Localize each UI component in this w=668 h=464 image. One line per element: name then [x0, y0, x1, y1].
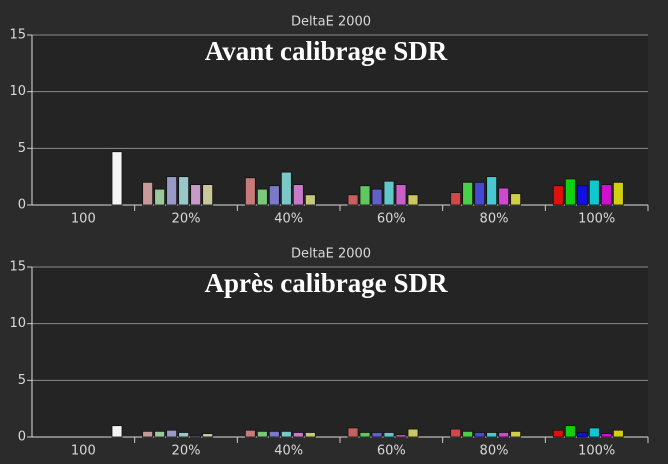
bar — [371, 188, 383, 206]
bar — [498, 432, 510, 438]
bar — [383, 180, 395, 206]
bar — [111, 151, 123, 206]
x-tick-label: 40% — [274, 212, 303, 227]
bar — [510, 193, 522, 206]
bar — [292, 432, 304, 438]
bar — [395, 434, 407, 438]
bar — [202, 433, 214, 438]
y-tick-label: 5 — [18, 141, 26, 156]
bar — [347, 194, 359, 206]
bar — [612, 429, 624, 438]
bar — [462, 430, 474, 438]
x-tick-label: 20% — [172, 212, 201, 227]
bar — [111, 425, 123, 438]
x-tick-label: 100% — [578, 444, 615, 459]
y-tick-label: 0 — [18, 430, 26, 445]
bar — [474, 181, 486, 206]
x-tick-label: 60% — [377, 212, 406, 227]
plot-area — [32, 35, 648, 205]
x-tick-label: 60% — [377, 444, 406, 459]
bar — [462, 181, 474, 206]
bar — [244, 429, 256, 438]
bar — [576, 185, 588, 206]
bar — [498, 187, 510, 206]
bar — [474, 432, 486, 438]
x-tick-label: 100 — [71, 444, 96, 459]
bar — [395, 184, 407, 206]
x-tick-label: 20% — [172, 444, 201, 459]
bar — [280, 430, 292, 438]
x-tick-label: 100% — [578, 212, 615, 227]
bar — [268, 430, 280, 438]
bar — [552, 429, 564, 438]
annotation: Avant calibrage SDR — [205, 36, 448, 66]
bar — [142, 430, 154, 438]
bar — [407, 194, 419, 206]
chart-title: DeltaE 2000 — [291, 247, 371, 262]
bar — [510, 430, 522, 438]
annotation: Après calibrage SDR — [205, 268, 448, 298]
bar — [347, 427, 359, 438]
bar — [383, 432, 395, 438]
bar — [612, 181, 624, 206]
x-tick-label: 100 — [71, 212, 96, 227]
y-tick-label: 5 — [18, 373, 26, 388]
bar — [166, 176, 178, 206]
chart-title: DeltaE 2000 — [291, 15, 371, 30]
bar — [304, 194, 316, 206]
bar — [244, 177, 256, 206]
bar — [178, 176, 190, 206]
bar — [359, 432, 371, 438]
bar — [292, 184, 304, 206]
y-tick-label: 15 — [9, 28, 26, 43]
x-tick-label: 80% — [480, 212, 509, 227]
bar — [486, 432, 498, 438]
bar — [576, 432, 588, 438]
bar — [450, 192, 462, 206]
bar — [166, 429, 178, 438]
bar — [154, 430, 166, 438]
bar — [202, 184, 214, 206]
bar — [190, 184, 202, 206]
bar — [450, 428, 462, 438]
x-tick-label: 80% — [480, 444, 509, 459]
bar — [304, 432, 316, 438]
bar — [190, 435, 202, 438]
bar — [280, 171, 292, 206]
bar — [256, 188, 268, 206]
bar — [486, 176, 498, 206]
bar — [178, 432, 190, 438]
bar — [564, 178, 576, 206]
bar — [552, 185, 564, 206]
plot-area — [32, 267, 648, 437]
bar — [564, 425, 576, 438]
bar — [142, 181, 154, 206]
bar — [407, 428, 419, 438]
bar — [371, 432, 383, 438]
bar — [154, 188, 166, 206]
bar — [256, 430, 268, 438]
y-tick-label: 0 — [18, 198, 26, 213]
y-tick-label: 10 — [9, 84, 26, 99]
bar — [588, 427, 600, 438]
x-tick-label: 40% — [274, 444, 303, 459]
bar — [600, 433, 612, 438]
bar — [359, 185, 371, 206]
y-tick-label: 10 — [9, 316, 26, 331]
y-tick-label: 15 — [9, 260, 26, 275]
bar — [268, 185, 280, 206]
bar — [600, 184, 612, 206]
bar — [588, 179, 600, 206]
